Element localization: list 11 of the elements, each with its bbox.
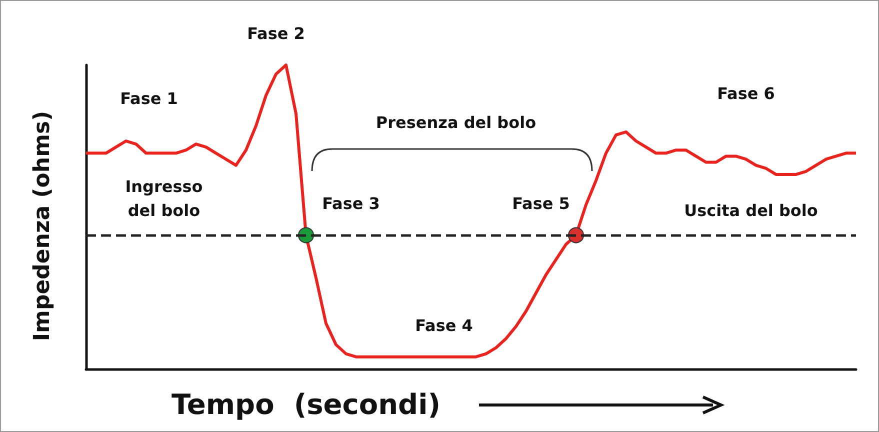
annotation: Fase 4 (415, 315, 473, 337)
annotation: Fase 6 (717, 83, 775, 105)
annotation: Fase 3 (322, 193, 380, 215)
x-axis-title: Tempo (secondi) (172, 388, 440, 421)
annotation: Fase 1 (120, 88, 178, 110)
annotation: Ingresso del bolo (125, 176, 203, 222)
annotation: Uscita del bolo (684, 200, 818, 222)
y-axis-title: Impedenza (ohms) (30, 110, 55, 342)
text: Fase 2 (247, 23, 305, 45)
annotation: Presenza del bolo (376, 112, 536, 134)
annotation: Fase 5 (512, 193, 570, 215)
